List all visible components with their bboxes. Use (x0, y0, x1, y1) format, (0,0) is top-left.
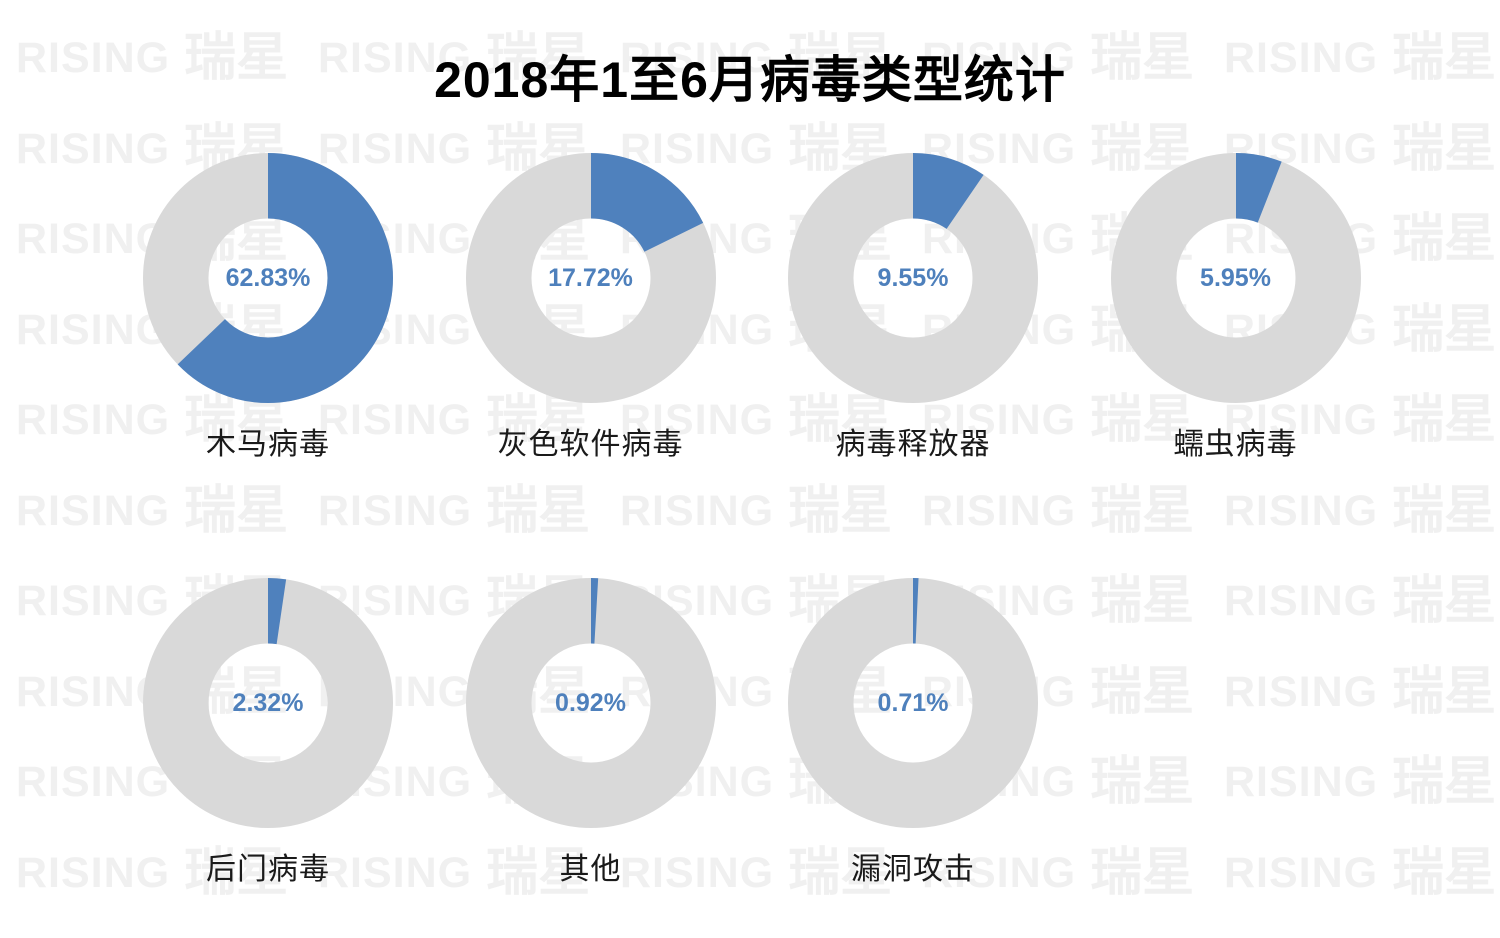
watermark-ruixing-text: 瑞星 (1090, 843, 1195, 902)
donut-percent-label: 0.71% (877, 688, 949, 717)
watermark-ruixing-text: 瑞星 (1392, 210, 1497, 268)
donut-category-label: 病毒释放器 (835, 428, 991, 461)
watermark-ruixing-text: 瑞星 (1392, 843, 1497, 902)
donut-ring-value (143, 578, 393, 828)
donut-percent-label: 0.92% (555, 688, 626, 717)
watermark-rising-text: RISING (1224, 486, 1379, 535)
donut-ring (143, 578, 393, 828)
watermark-ruixing-text: 瑞星 (486, 481, 591, 540)
donut-ring (788, 578, 1038, 828)
donut-percent-label: 5.95% (1200, 263, 1271, 292)
donut-ring-value (788, 578, 1038, 828)
watermark-ruixing-text: 瑞星 (1392, 753, 1497, 811)
donut-ring (465, 578, 716, 828)
watermark-rising-text: RISING (1224, 667, 1379, 716)
watermark-ruixing-text: 瑞星 (788, 481, 893, 540)
watermark-ruixing-text: 瑞星 (1090, 753, 1195, 811)
donut-ring-value (143, 153, 393, 403)
watermark-brand-unit: RISING 瑞星 (620, 483, 922, 539)
donut-ring-value (1110, 153, 1361, 403)
watermark-brand-unit: RISING 瑞星 (318, 483, 620, 539)
donut-category-label: 蠕虫病毒 (1173, 428, 1298, 461)
watermark-brand-unit: RISING 瑞星 (16, 483, 318, 539)
watermark-brand-unit: RISING 瑞星 (922, 483, 1224, 539)
watermark-ruixing-text: 瑞星 (1392, 391, 1497, 449)
watermark-brand-unit: RISING 瑞星 (1224, 754, 1500, 810)
watermark-ruixing-text: 瑞星 (1392, 662, 1497, 721)
donut-chart-2: 17.72% 灰色软件病毒 (465, 153, 716, 461)
donut-ring-value (465, 578, 716, 828)
donut-ring (465, 153, 716, 403)
donut-ring-value (465, 153, 716, 403)
donut-ring (788, 153, 1038, 403)
watermark-brand-unit: RISING 瑞星 (1224, 483, 1500, 539)
donut-chart-3: 9.55% 病毒释放器 (788, 153, 1038, 461)
watermark-rising-text: RISING (1224, 758, 1379, 806)
donut-ring-value (788, 153, 1038, 403)
donut-category-label: 后门病毒 (206, 853, 330, 886)
watermark-ruixing-text: 瑞星 (1392, 572, 1497, 630)
watermark-brand-unit: RISING 瑞星 (1224, 573, 1500, 629)
watermark-ruixing-text: 瑞星 (1392, 481, 1497, 540)
watermark-rising-text: RISING (1224, 848, 1379, 897)
watermark-rising-text: RISING (620, 486, 775, 535)
watermark-brand-unit: RISING 瑞星 (1224, 664, 1500, 720)
watermark-ruixing-text: 瑞星 (1090, 662, 1195, 721)
watermark-ruixing-text: 瑞星 (1392, 119, 1497, 178)
watermark-ruixing-text: 瑞星 (1392, 300, 1497, 359)
donut-category-label: 其他 (559, 853, 622, 886)
watermark-ruixing-text: 瑞星 (184, 481, 289, 540)
donut-chart-6: 0.92% 其他 (465, 578, 716, 886)
watermark-rising-text: RISING (922, 486, 1077, 535)
watermark-rising-text: RISING (318, 486, 473, 535)
watermark-ruixing-text: 瑞星 (1090, 481, 1195, 540)
donut-chart-4: 5.95% 蠕虫病毒 (1110, 153, 1361, 461)
donut-category-label: 灰色软件病毒 (497, 428, 684, 461)
donut-chart-5: 2.32% 后门病毒 (143, 578, 393, 886)
donut-chart-1: 62.83% 木马病毒 (143, 153, 393, 461)
donut-ring (143, 153, 393, 403)
watermark-ruixing-text: 瑞星 (1090, 572, 1195, 630)
donut-percent-label: 9.55% (877, 263, 949, 292)
page-title: 2018年1至6月病毒类型统计 (434, 52, 1066, 108)
watermark-rising-text: RISING (16, 486, 171, 535)
donut-percent-label: 62.83% (225, 263, 311, 292)
donut-category-label: 木马病毒 (206, 428, 330, 461)
donut-category-label: 漏洞攻击 (851, 853, 975, 886)
donut-ring (1110, 153, 1361, 403)
watermark-row: RISING 瑞星 RISING 瑞星 RISING 瑞星 RISING 瑞星 RISING 瑞星… (16, 483, 1500, 539)
watermark-rising-text: RISING (1224, 577, 1379, 625)
donut-chart-7: 0.71% 漏洞攻击 (788, 578, 1038, 886)
donut-percent-label: 17.72% (548, 263, 633, 292)
donut-percent-label: 2.32% (232, 688, 304, 717)
watermark-brand-unit: RISING 瑞星 (1224, 845, 1500, 901)
